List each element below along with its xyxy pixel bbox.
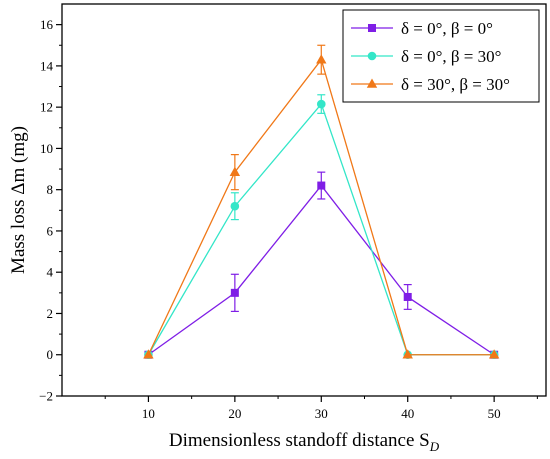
y-tick-label: 12 xyxy=(40,100,53,115)
y-tick-label: 16 xyxy=(40,17,54,32)
data-point xyxy=(143,349,154,359)
data-point xyxy=(230,201,240,211)
data-point xyxy=(317,181,326,190)
legend-label: δ = 30°, β = 30° xyxy=(401,75,510,94)
series-3 xyxy=(143,44,500,359)
data-point xyxy=(403,292,412,301)
x-tick-label: 10 xyxy=(142,406,155,421)
x-axis-title: Dimensionless standoff distance SD xyxy=(169,430,440,454)
y-tick-label: −2 xyxy=(39,389,53,404)
data-point xyxy=(230,288,239,297)
x-tick-label: 50 xyxy=(488,406,501,421)
x-axis-title-sub: D xyxy=(429,439,440,454)
data-point xyxy=(316,99,326,109)
x-axis-title-main: Dimensionless standoff distance S xyxy=(169,430,430,451)
tick-labels: 10 20 30 40 50 −2 0 2 4 6 8 10 12 14 16 xyxy=(39,17,500,421)
legend-marker xyxy=(366,78,378,88)
data-point xyxy=(229,166,241,176)
y-tick-label: 4 xyxy=(47,265,54,280)
x-tick-label: 40 xyxy=(401,406,414,421)
y-tick-label: 2 xyxy=(47,306,54,321)
series-layer xyxy=(143,44,500,360)
y-tick-label: 10 xyxy=(40,141,53,156)
data-point xyxy=(402,349,413,359)
x-tick-label: 20 xyxy=(228,406,241,421)
y-tick-label: 6 xyxy=(47,223,54,238)
data-point xyxy=(316,54,327,64)
x-tick-label: 30 xyxy=(315,406,328,421)
y-axis-title: Mass loss Δm (mg) xyxy=(8,126,29,274)
legend: δ = 0°, β = 0° δ = 0°, β = 30° δ = 30°, β … xyxy=(342,9,540,103)
legend-marker xyxy=(367,51,377,61)
legend-label: δ = 0°, β = 30° xyxy=(401,47,501,66)
legend-marker xyxy=(368,24,376,32)
data-point xyxy=(488,349,500,359)
legend-label: δ = 0°, β = 0° xyxy=(401,19,493,38)
y-tick-label: 8 xyxy=(47,182,54,197)
y-tick-label: 0 xyxy=(47,347,54,362)
axis-ticks xyxy=(56,24,538,402)
y-tick-label: 14 xyxy=(40,58,54,73)
